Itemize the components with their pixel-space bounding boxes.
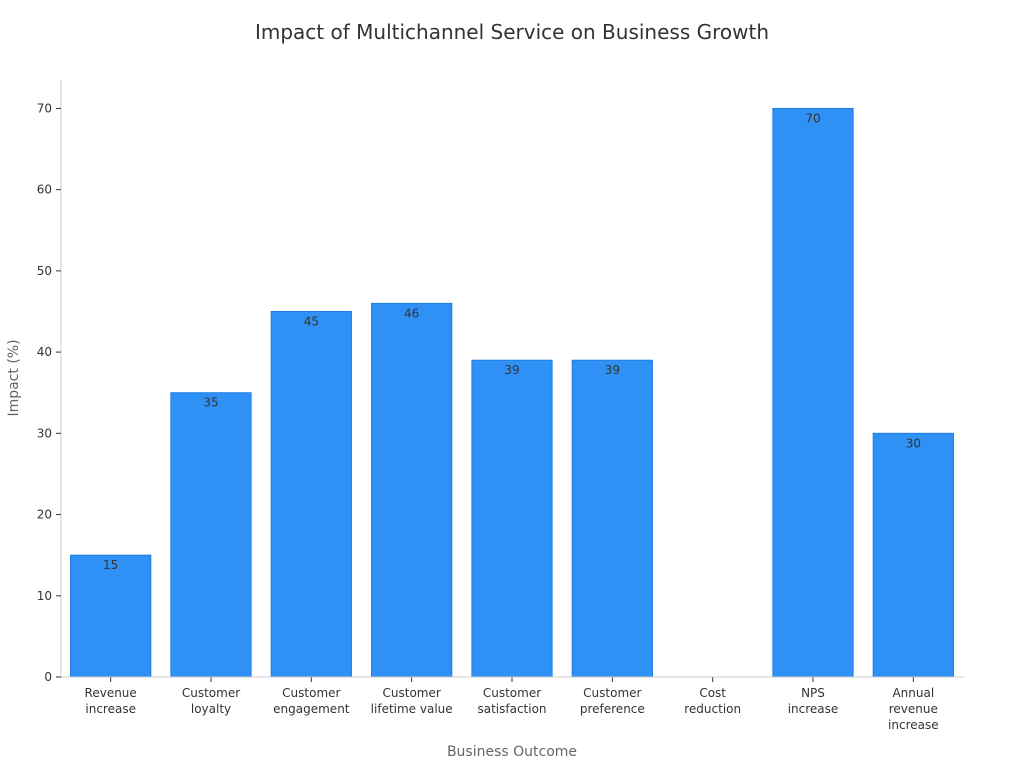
bar-1 <box>170 392 252 678</box>
y-tick-label-0: 0 <box>44 670 52 684</box>
x-tick-label-2: Customer engagement <box>273 686 350 716</box>
y-tick-label-3: 30 <box>37 426 52 440</box>
y-tick-label-5: 50 <box>37 264 52 278</box>
y-tick-label-7: 70 <box>37 101 52 115</box>
data-label-0: 15 <box>103 558 118 572</box>
bar-5 <box>571 359 653 678</box>
y-tick-label-4: 40 <box>37 345 52 359</box>
y-tick-label-1: 10 <box>37 589 52 603</box>
x-tick-label-1: Customer loyalty <box>182 686 240 716</box>
y-axis-title: Impact (%) <box>6 339 22 416</box>
x-tick-label-0: Revenue increase <box>85 686 137 716</box>
data-label-4: 39 <box>504 363 519 377</box>
data-label-7: 70 <box>805 111 820 125</box>
data-label-2: 45 <box>304 314 319 328</box>
x-tick-label-4: Customer satisfaction <box>477 686 546 716</box>
bar-0 <box>70 554 152 678</box>
x-tick-label-8: Annual revenue increase <box>888 686 939 732</box>
data-label-1: 35 <box>203 396 218 410</box>
chart-title: Impact of Multichannel Service on Busine… <box>254 20 770 44</box>
data-label-3: 46 <box>404 306 419 320</box>
bar-3 <box>371 302 453 678</box>
bar-7 <box>772 107 854 678</box>
bar-4 <box>471 359 553 678</box>
bar-2 <box>270 310 352 678</box>
x-tick-label-5: Customer preference <box>580 686 645 716</box>
bar-8 <box>872 432 954 678</box>
x-tick-label-3: Customer lifetime value <box>371 686 453 716</box>
x-axis-title: Business Outcome <box>447 744 577 760</box>
data-label-5: 39 <box>605 363 620 377</box>
x-tick-label-7: NPS increase <box>788 686 839 716</box>
x-tick-label-6: Cost reduction <box>684 686 741 716</box>
data-label-8: 30 <box>906 436 921 450</box>
y-tick-label-2: 20 <box>37 508 52 522</box>
y-tick-label-6: 60 <box>37 183 52 197</box>
